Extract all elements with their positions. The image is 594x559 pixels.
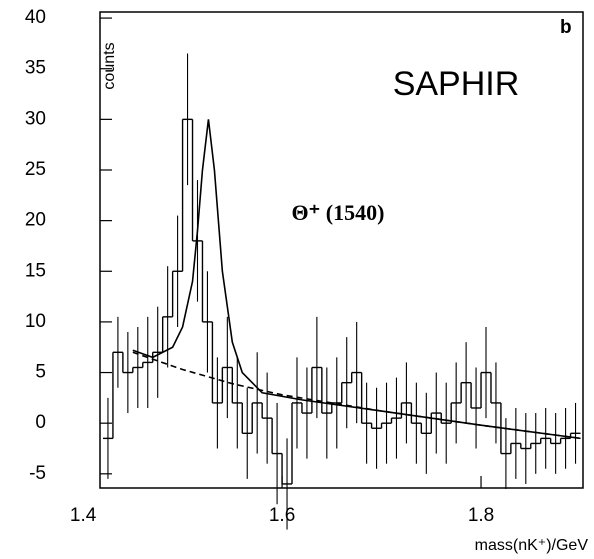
x-tick-label: 1.6 xyxy=(269,505,295,526)
x-tick-label: 1.8 xyxy=(468,505,494,526)
y-tick-label: 10 xyxy=(25,311,46,332)
plot-frame xyxy=(99,11,584,489)
annotation: Θ⁺ (1540) xyxy=(292,200,385,225)
y-tick-label: 25 xyxy=(25,159,46,180)
panel-label: b xyxy=(560,17,572,38)
x-axis-label: mass(nK⁺)/GeV xyxy=(475,537,589,554)
x-tick-label: 1.4 xyxy=(70,505,97,526)
y-axis-label: counts xyxy=(101,42,118,89)
y-tick-label: 35 xyxy=(25,58,46,79)
fit-curve xyxy=(132,119,581,440)
y-tick-label: 15 xyxy=(25,260,46,281)
chart-title: SAPHIR xyxy=(393,65,520,103)
y-tick-label: 5 xyxy=(35,362,46,383)
y-tick-label: 20 xyxy=(25,210,46,231)
y-tick-label: 0 xyxy=(35,412,46,433)
background-curve xyxy=(132,351,581,440)
y-tick-label: -5 xyxy=(29,463,46,484)
y-tick-label: 40 xyxy=(25,7,46,28)
y-tick-label: 30 xyxy=(25,108,46,129)
